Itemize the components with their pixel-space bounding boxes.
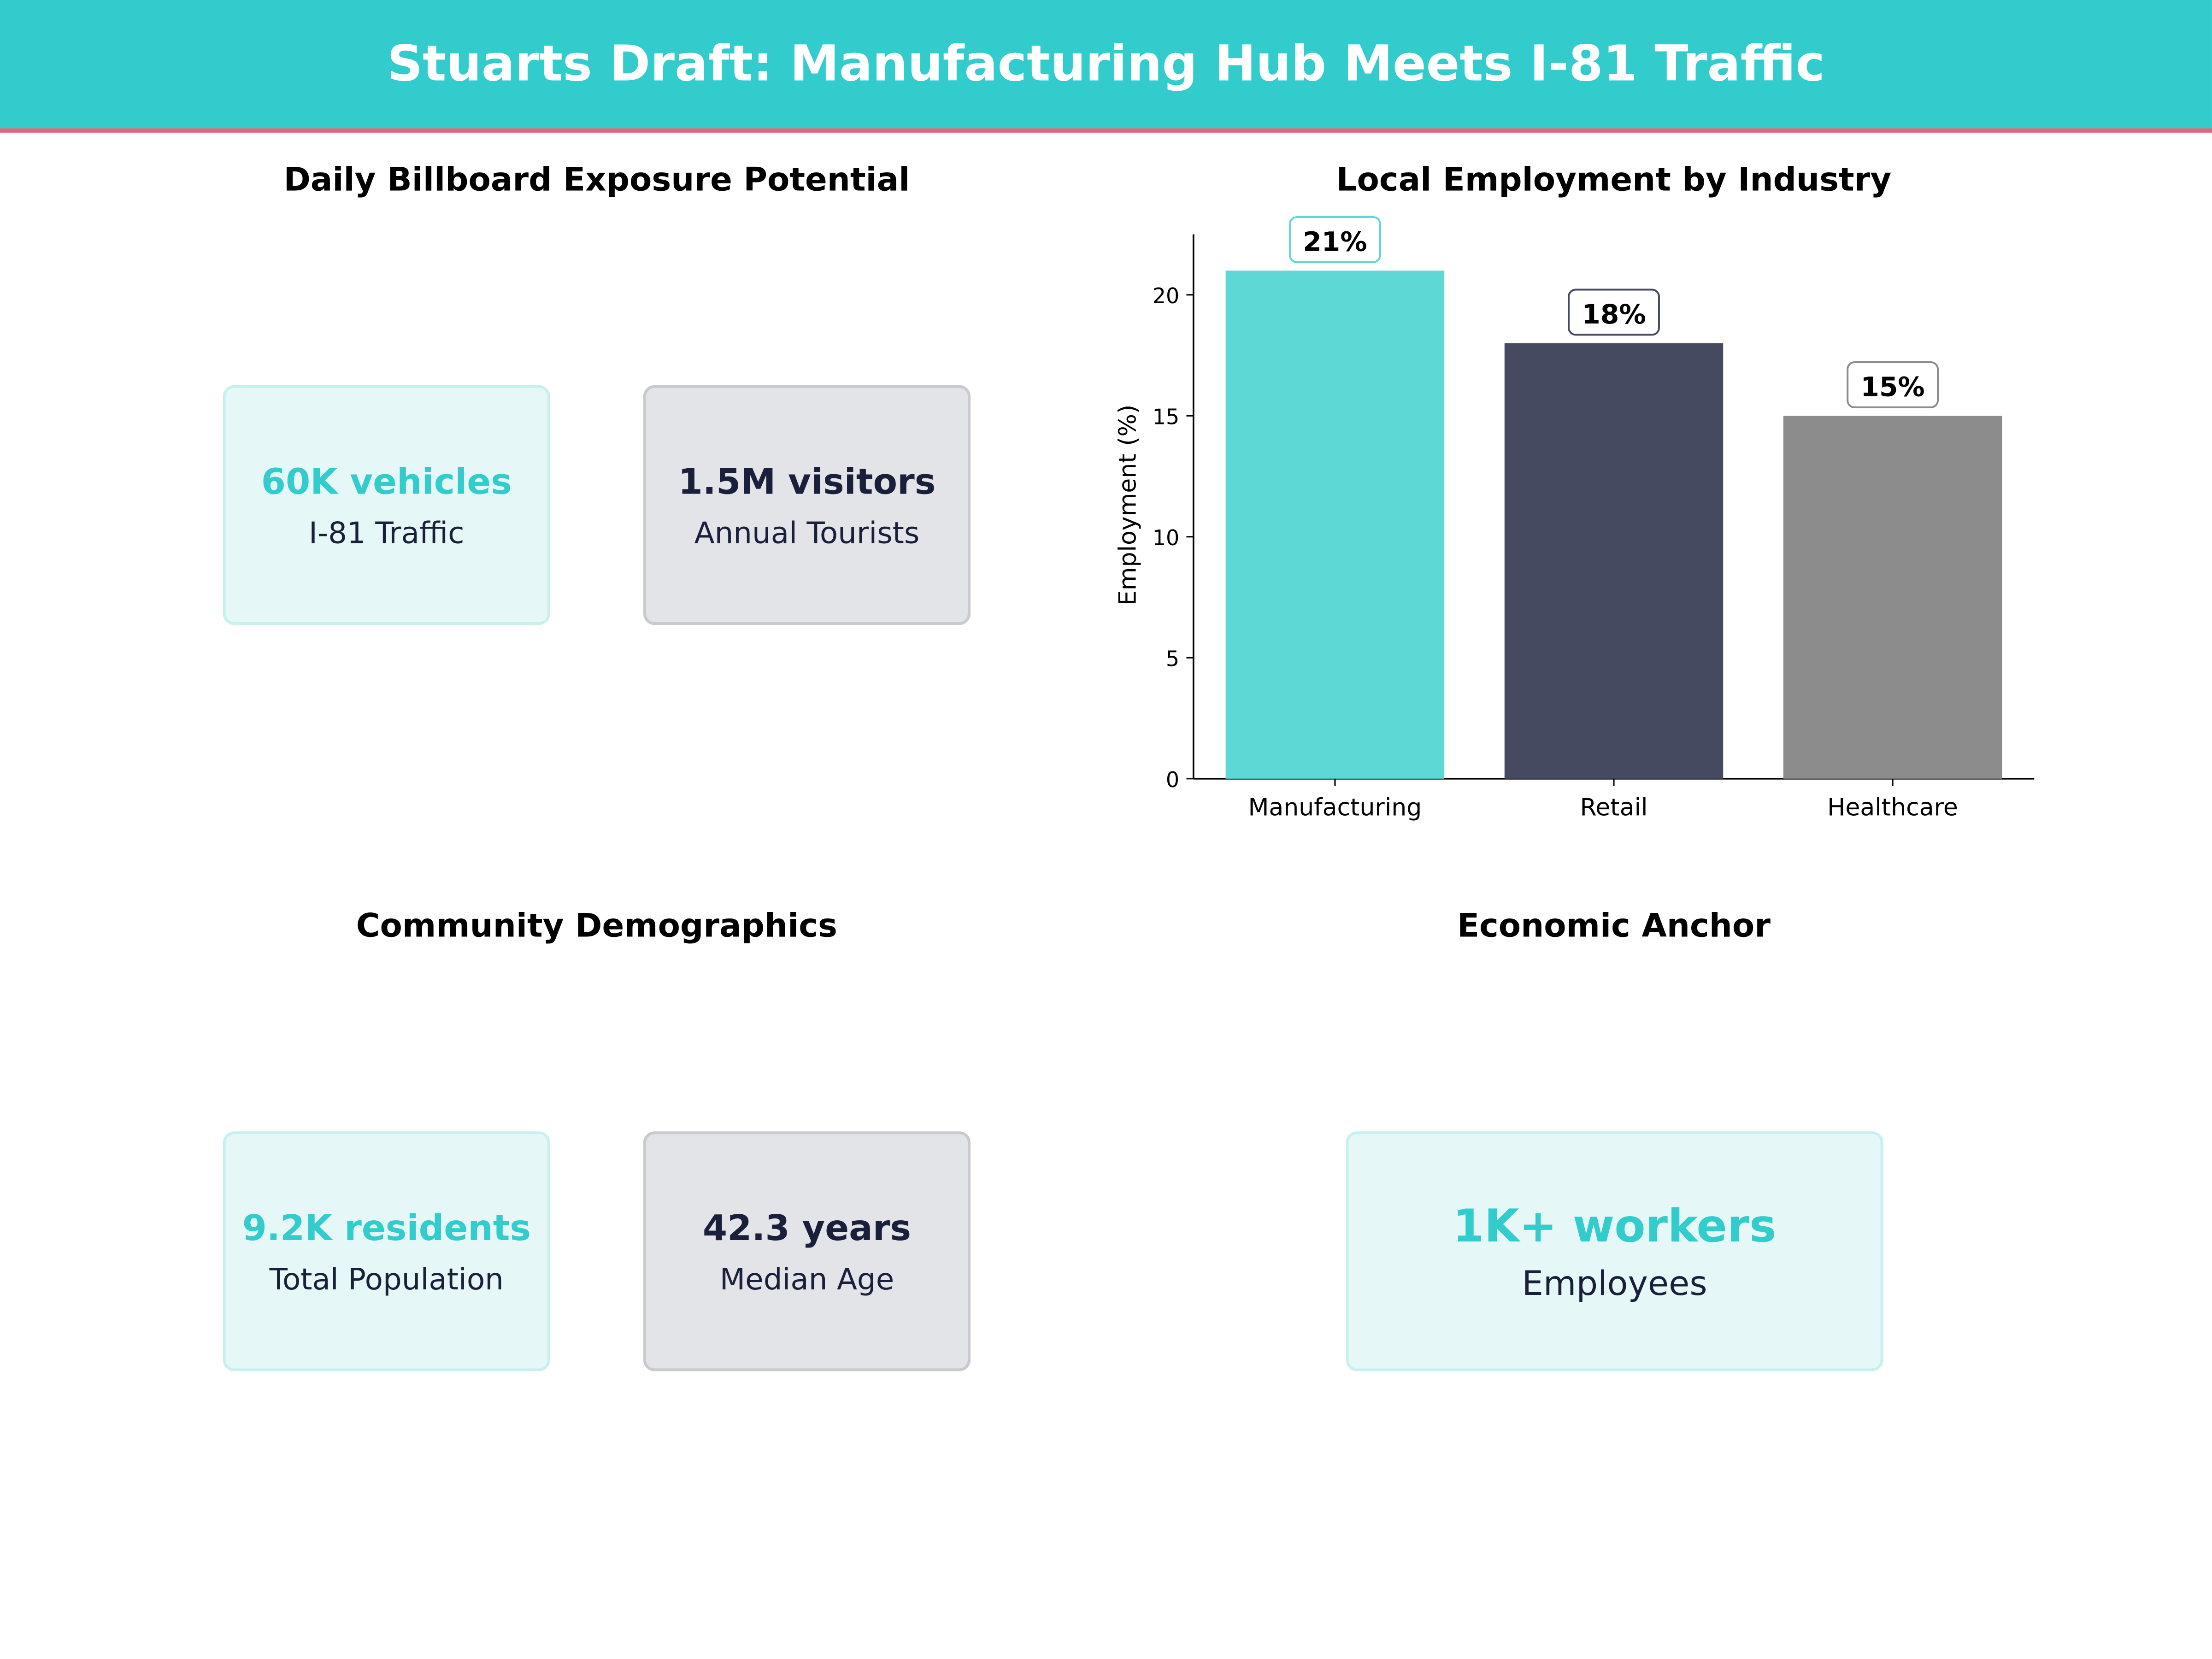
anchor-title: Economic Anchor	[1457, 908, 1771, 946]
data-label-box	[1568, 288, 1660, 336]
data-label-box	[1847, 361, 1939, 408]
card-label: I-81 Traffic	[308, 515, 465, 550]
y-tick-label: 15	[1153, 405, 1179, 429]
card-value: 1.5M visitors	[678, 460, 936, 502]
x-tick-label: Retail	[1580, 794, 1647, 821]
card-value: 42.3 years	[702, 1206, 912, 1248]
y-tick-label: 10	[1153, 525, 1179, 550]
y-tick-label: 5	[1166, 647, 1179, 671]
tourists-card: 1.5M visitors Annual Tourists	[643, 385, 971, 625]
card-value: 60K vehicles	[261, 460, 512, 502]
employees-card: 1K+ workers Employees	[1346, 1131, 1883, 1371]
median-age-card: 42.3 years Median Age	[643, 1131, 971, 1371]
exposure-title: Daily Billboard Exposure Potential	[283, 162, 910, 199]
bar-manufacturing	[1225, 271, 1445, 779]
y-axis-label: Employment (%)	[1114, 405, 1141, 606]
card-label: Median Age	[719, 1262, 894, 1296]
card-value: 9.2K residents	[242, 1206, 531, 1248]
x-tick-label: Manufacturing	[1248, 794, 1422, 821]
card-label: Annual Tourists	[694, 515, 920, 550]
traffic-card: 60K vehicles I-81 Traffic	[223, 385, 550, 625]
bar-healthcare	[1783, 416, 2002, 779]
demographics-title: Community Demographics	[356, 908, 837, 946]
card-value: 1K+ workers	[1453, 1199, 1777, 1253]
header-banner: Stuarts Draft: Manufacturing Hub Meets I…	[0, 0, 2212, 133]
data-label: 18%	[1582, 299, 1646, 330]
y-tick-label: 0	[1166, 767, 1179, 792]
card-label: Employees	[1522, 1264, 1707, 1304]
y-tick-label: 20	[1153, 283, 1179, 308]
page-title: Stuarts Draft: Manufacturing Hub Meets I…	[387, 36, 1825, 93]
x-tick-label: Healthcare	[1827, 794, 1958, 821]
population-card: 9.2K residents Total Population	[223, 1131, 550, 1371]
bar-retail	[1504, 343, 1724, 779]
chart-title: Local Employment by Industry	[1336, 162, 1892, 199]
data-label: 21%	[1303, 226, 1367, 257]
card-label: Total Population	[269, 1262, 504, 1296]
data-label-box	[1288, 216, 1381, 263]
data-label: 15%	[1861, 371, 1925, 402]
